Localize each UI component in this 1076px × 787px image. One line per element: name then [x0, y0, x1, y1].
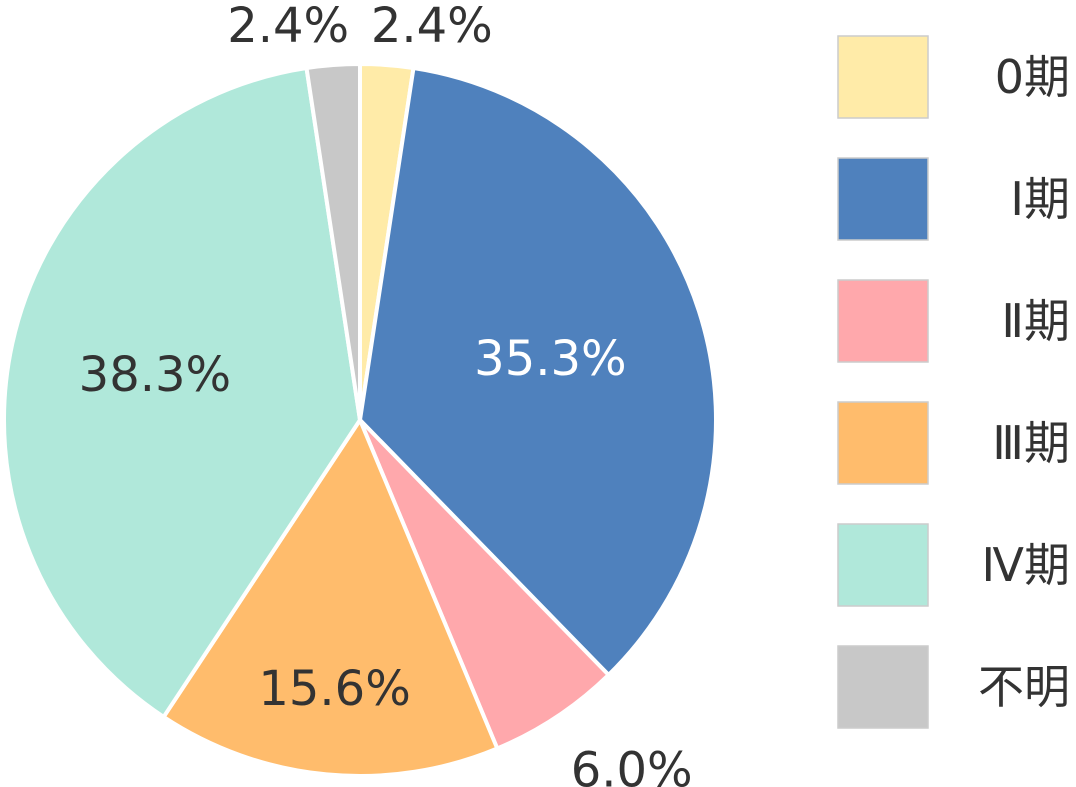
slice-data-label: 15.6% [258, 661, 410, 717]
legend-label: 不明 [978, 660, 1070, 714]
pie-slice [2, 66, 362, 719]
legend-swatch [837, 523, 929, 607]
legend-label: 0期 [995, 50, 1070, 104]
legend-swatch [837, 645, 929, 729]
pie-slice [358, 418, 611, 751]
slice-data-label: 6.0% [571, 742, 693, 787]
pie-slice [161, 418, 500, 778]
legend-label: Ⅰ期 [1010, 172, 1070, 226]
legend-swatch [837, 401, 929, 485]
pie-slice [358, 66, 718, 677]
slice-data-label: 2.4% [371, 0, 493, 54]
legend-label: Ⅲ期 [992, 416, 1070, 470]
legend-label: Ⅳ期 [982, 538, 1070, 592]
pie-slices [2, 62, 718, 778]
slice-data-label: 2.4% [227, 0, 349, 54]
pie-slice-labels: 2.4% 35.3% 6.0% 15.6% 38.3% 2.4% [79, 0, 693, 787]
legend-label: Ⅱ期 [1001, 294, 1070, 348]
slice-data-label: 35.3% [474, 331, 626, 387]
legend-swatch [837, 157, 929, 241]
legend-swatch [837, 279, 929, 363]
legend-swatch [837, 35, 929, 119]
pie-slice [304, 62, 362, 422]
slice-data-label: 38.3% [79, 347, 231, 403]
